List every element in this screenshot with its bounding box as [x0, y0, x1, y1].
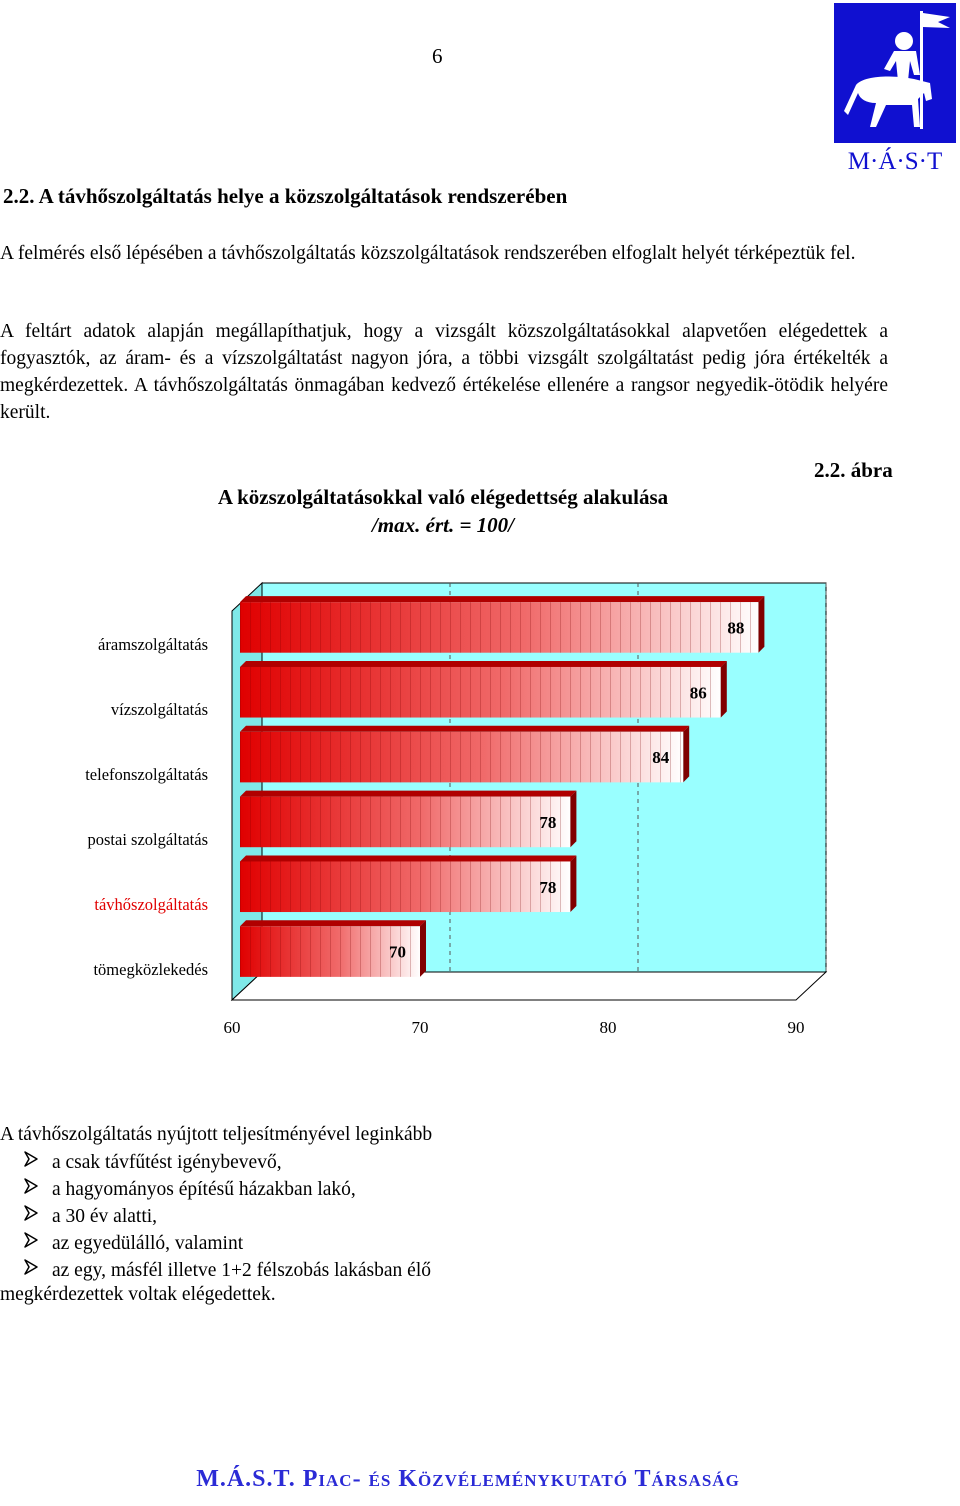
page-number: 6: [432, 44, 443, 68]
category-label: tömegközlekedés: [93, 959, 208, 979]
category-label: vízszolgáltatás: [110, 700, 208, 720]
x-tick-label: 70: [411, 1018, 429, 1037]
category-label: áramszolgáltatás: [98, 635, 208, 655]
chart-canvas: 88 86 84 78 78 70: [230, 581, 828, 1002]
bullet-item: a csak távfűtést igénybevevő,: [22, 1149, 431, 1176]
bar-stripes: [240, 666, 721, 718]
bar-side: [570, 855, 577, 913]
bar-top: [240, 596, 765, 603]
arrow-bullet-icon: [22, 1149, 52, 1176]
arrow-bullet-icon: [22, 1176, 52, 1203]
bullet-text: a hagyományos építésű házakban lakó,: [52, 1179, 356, 1200]
intro-paragraph: A felmérés első lépésében a távhőszolgál…: [0, 243, 856, 264]
bar-value-label: 84: [652, 748, 670, 767]
bar-value-label: 70: [389, 943, 406, 962]
bullet-item: az egy, másfél illetve 1+2 félszobás lak…: [22, 1257, 431, 1284]
arrow-bullet-icon: [22, 1230, 52, 1257]
bullet-item: a hagyományos építésű házakban lakó,: [22, 1176, 431, 1203]
bar-top: [240, 855, 577, 862]
x-tick-label: 80: [599, 1018, 617, 1037]
bar: [240, 660, 727, 718]
bar-top: [240, 790, 577, 797]
bar-value-label: 86: [690, 683, 707, 702]
chart-floor: [230, 971, 828, 1001]
bar-stripes: [240, 861, 571, 913]
bar-stripes: [240, 602, 759, 653]
section-heading: 2.2. A távhőszolgáltatás helye a közszol…: [3, 184, 568, 208]
bullet-item: a 30 év alatti,: [22, 1203, 431, 1230]
bar-value-label: 88: [727, 618, 744, 637]
chart-subtitle: /max. ért. = 100/: [371, 513, 515, 537]
bar-side: [570, 790, 577, 848]
bar-top: [240, 920, 426, 927]
bar-side: [683, 725, 690, 783]
bar-stripes: [240, 796, 571, 848]
bullet-text: az egy, másfél illetve 1+2 félszobás lak…: [52, 1260, 432, 1281]
mast-logo: M·Á·S·T: [834, 3, 956, 175]
category-label: postai szolgáltatás: [87, 829, 208, 849]
arrow-bullet-icon: [22, 1203, 52, 1230]
svg-text:M·Á·S·T: M·Á·S·T: [848, 147, 942, 175]
bar-stripes: [240, 926, 420, 977]
bullet-item: az egyedülálló, valamint: [22, 1230, 431, 1257]
bar: [240, 855, 577, 913]
figure-label: 2.2. ábra: [814, 458, 893, 482]
bullets-outro: megkérdezettek voltak elégedettek.: [0, 1284, 276, 1305]
x-tick-label: 60: [223, 1018, 241, 1037]
bar-stripes: [240, 731, 684, 783]
findings-paragraph: A feltárt adatok alapján megállapíthatju…: [0, 321, 888, 423]
bar: [240, 725, 690, 783]
bar-value-label: 78: [539, 878, 556, 897]
bullets-intro: A távhőszolgáltatás nyújtott teljesítmén…: [0, 1124, 433, 1145]
bullet-text: az egyedülálló, valamint: [52, 1233, 244, 1254]
bar: [240, 596, 765, 653]
footer-company-name: M.Á.S.T. Piac- és Közvéleménykutató Társ…: [196, 1466, 740, 1492]
bar: [240, 790, 577, 848]
x-tick-label: 90: [787, 1018, 805, 1037]
bullet-list: a csak távfűtést igénybevevő, a hagyomány…: [22, 1149, 431, 1284]
bar-value-label: 78: [539, 813, 556, 832]
bar-top: [240, 725, 690, 732]
bar-side: [420, 920, 426, 977]
bar: [240, 920, 426, 977]
bar-side: [720, 660, 727, 718]
bar-side: [758, 596, 765, 653]
bullet-text: a csak távfűtést igénybevevő,: [52, 1152, 282, 1173]
satisfaction-bar-chart: 88 86 84 78 78 70 áramszolgáltatás vízszolgált…: [0, 545, 960, 1065]
category-label: távhőszolgáltatás: [94, 894, 208, 914]
bar-top: [240, 660, 727, 667]
category-label: telefonszolgáltatás: [85, 765, 208, 785]
chart-title: A közszolgáltatásokkal való elégedettség…: [217, 485, 669, 509]
bullet-text: a 30 év alatti,: [52, 1206, 158, 1227]
chart-title-block: A közszolgáltatásokkal való elégedettség…: [150, 483, 736, 539]
arrow-bullet-icon: [22, 1257, 52, 1284]
